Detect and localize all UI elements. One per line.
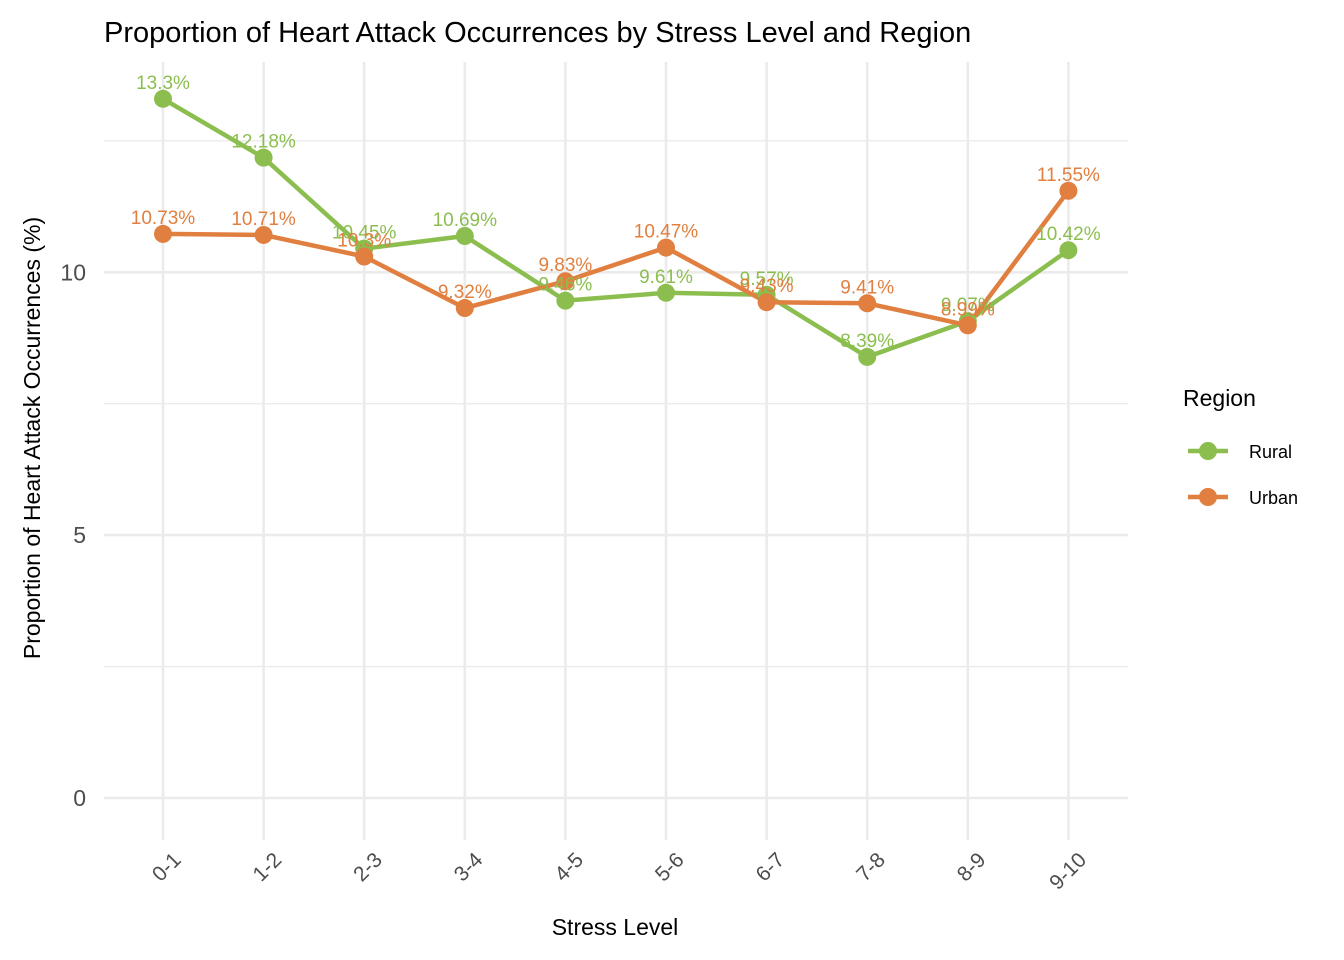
data-point-rural: [858, 347, 877, 366]
legend-key-point-urban: [1199, 488, 1217, 506]
x-tick-label: 8-9: [953, 848, 991, 886]
data-label-urban: 8.99%: [941, 299, 995, 320]
x-axis-title: Stress Level: [552, 914, 679, 940]
data-label-rural: 9.46%: [538, 275, 592, 296]
data-point-rural: [154, 89, 172, 108]
data-point-urban: [657, 238, 675, 257]
data-point-urban: [355, 247, 374, 266]
data-point-rural: [455, 226, 474, 245]
data-point-urban: [455, 299, 474, 318]
data-label-rural: 13.3%: [136, 73, 190, 94]
data-point-rural: [556, 291, 575, 310]
x-tick-label: 0-1: [148, 848, 186, 886]
data-label-urban: 10.73%: [131, 208, 196, 229]
data-label-rural: 12.18%: [231, 132, 296, 153]
data-label-urban: 11.55%: [1037, 165, 1100, 186]
data-point-urban: [858, 294, 877, 313]
data-label-urban: 9.83%: [538, 255, 592, 276]
x-tick-label: 7-8: [852, 848, 890, 886]
y-tick-label: 0: [73, 785, 86, 811]
legend-label-urban: Urban: [1249, 488, 1298, 508]
data-label-rural: 8.39%: [840, 331, 894, 352]
data-point-urban: [1059, 181, 1078, 200]
data-label-urban: 10.47%: [634, 222, 699, 243]
legend: Region Rural Urban: [1183, 385, 1298, 508]
data-point-urban: [958, 316, 977, 335]
data-label-rural: 9.07%: [941, 295, 995, 316]
data-label-rural: 10.69%: [433, 210, 498, 231]
data-point-rural: [1059, 241, 1078, 260]
data-point-urban: [254, 225, 273, 244]
x-tick-label: 1-2: [249, 848, 287, 886]
data-label-urban: 10.3%: [337, 231, 391, 252]
x-tick-label: 6-7: [752, 848, 790, 886]
data-point-rural: [254, 148, 273, 167]
data-label-rural: 10.45%: [332, 223, 397, 244]
data-label-rural: 9.61%: [639, 267, 693, 288]
data-label-rural: 9.57%: [740, 269, 794, 290]
data-label-urban: 9.43%: [740, 276, 794, 297]
data-labels: 13.3% 12.18% 10.45% 10.69% 9.46% 9.61% 9.57% 8.…: [131, 73, 1101, 352]
data-label-urban: 9.41%: [840, 277, 894, 298]
data-label-urban: 9.32%: [438, 282, 492, 303]
data-point-urban: [757, 293, 776, 312]
x-tick-label: 4-5: [550, 848, 588, 886]
y-tick-label: 5: [73, 522, 86, 548]
legend-items: Rural Urban: [1188, 442, 1298, 508]
legend-key-point-rural: [1199, 442, 1217, 460]
series-layer: [154, 89, 1078, 366]
x-tick-label: 9-10: [1045, 848, 1091, 894]
y-tick-label: 10: [60, 259, 86, 285]
y-axis-title: Proportion of Heart Attack Occurrences (…: [19, 217, 45, 659]
data-label-rural: 10.42%: [1036, 224, 1101, 245]
grid: [104, 62, 1128, 840]
x-tick-label: 5-6: [651, 848, 689, 886]
data-label-urban: 10.71%: [231, 209, 296, 230]
legend-title: Region: [1183, 385, 1256, 411]
chart-title: Proportion of Heart Attack Occurrences b…: [104, 17, 971, 49]
data-point-rural: [657, 283, 675, 302]
data-point-urban: [154, 224, 172, 243]
series-line-rural: [161, 96, 1070, 360]
legend-label-rural: Rural: [1249, 442, 1292, 462]
x-tick-label: 3-4: [450, 848, 488, 886]
series-line-urban: [162, 189, 1071, 328]
x-tick-label: 2-3: [349, 848, 387, 886]
data-point-urban: [556, 272, 575, 291]
